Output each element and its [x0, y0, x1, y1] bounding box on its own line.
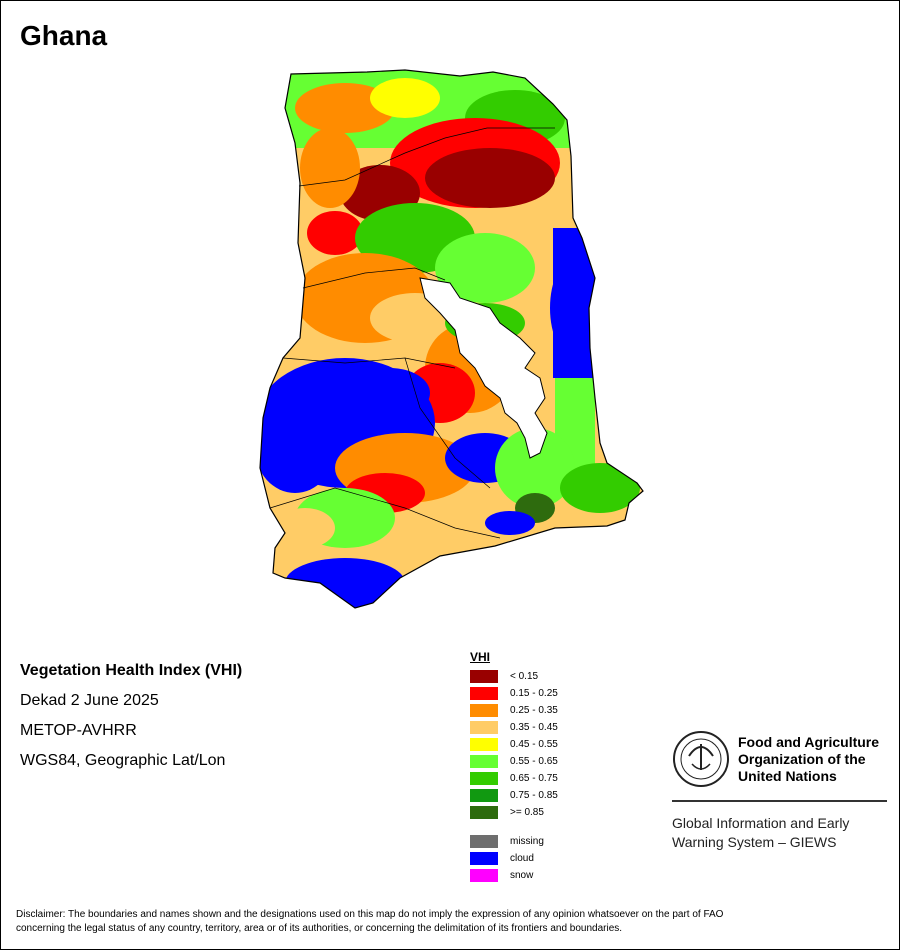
legend-swatch: [470, 755, 498, 768]
region-boundary: [404, 357, 491, 489]
region-boundary: [302, 267, 446, 289]
legend-label: 0.25 - 0.35: [510, 705, 558, 716]
legend-item: < 0.15: [470, 668, 558, 685]
legend-swatch: [470, 789, 498, 802]
disclaimer: Disclaimer: The boundaries and names sho…: [16, 908, 886, 936]
legend-item: 0.35 - 0.45: [470, 719, 558, 736]
divider: [672, 800, 887, 802]
legend-swatch: [470, 721, 498, 734]
legend-item: snow: [470, 867, 558, 884]
legend-label: 0.15 - 0.25: [510, 688, 558, 699]
legend-label: 0.75 - 0.85: [510, 790, 558, 801]
legend-item: cloud: [470, 850, 558, 867]
legend-item: 0.65 - 0.75: [470, 770, 558, 787]
map-title: Ghana: [20, 20, 108, 51]
legend-item: 0.45 - 0.55: [470, 736, 558, 753]
legend-item: 0.25 - 0.35: [470, 702, 558, 719]
legend-swatch: [470, 806, 498, 819]
region-boundary: [282, 357, 456, 369]
legend-title: VHI: [470, 650, 491, 664]
legend-label: 0.65 - 0.75: [510, 773, 558, 784]
legend-swatch: [470, 835, 498, 848]
projection: WGS84, Geographic Lat/Lon: [20, 752, 226, 769]
system-name-line: Warning System – GIEWS: [672, 834, 837, 850]
legend-swatch: [470, 704, 498, 717]
index-name: Vegetation Health Index (VHI): [20, 662, 243, 679]
legend-item: missing: [470, 833, 558, 850]
legend-item: >= 0.85: [470, 804, 558, 821]
organization-name: Food and Agriculture Organization of the…: [738, 734, 888, 785]
legend-swatch: [470, 772, 498, 785]
legend-label: < 0.15: [510, 671, 539, 682]
organization-name-line: Food and Agriculture: [738, 734, 880, 750]
disclaimer-line: concerning the legal status of any count…: [16, 923, 623, 934]
legend-special: missing cloud snow: [470, 833, 558, 884]
region-boundary: [298, 127, 555, 187]
legend-label: cloud: [510, 853, 534, 864]
map-metadata: Vegetation Health Index (VHI) Dekad 2 Ju…: [20, 656, 242, 776]
legend-swatch: [470, 670, 498, 683]
legend-swatch: [470, 869, 498, 882]
legend-label: snow: [510, 870, 534, 881]
system-name: Global Information and Early Warning Sys…: [672, 814, 887, 852]
legend-label: 0.55 - 0.65: [510, 756, 558, 767]
disclaimer-line: Disclaimer: The boundaries and names sho…: [16, 909, 724, 920]
period: Dekad 2 June 2025: [20, 692, 159, 709]
sensor: METOP-AVHRR: [20, 722, 137, 739]
lake-volta: [419, 277, 548, 459]
organization-name-line: Organization of the: [738, 751, 866, 767]
legend-swatch: [470, 687, 498, 700]
legend-label: 0.45 - 0.55: [510, 739, 558, 750]
organization-name-line: United Nations: [738, 768, 837, 784]
system-name-line: Global Information and Early: [672, 815, 850, 831]
legend-label: missing: [510, 836, 544, 847]
legend-swatch: [470, 852, 498, 865]
legend-swatch: [470, 738, 498, 751]
legend-item: 0.55 - 0.65: [470, 753, 558, 770]
vhi-legend: VHI < 0.15 0.15 - 0.25 0.25 - 0.35 0.35 - 0…: [470, 650, 558, 884]
legend-item: 0.15 - 0.25: [470, 685, 558, 702]
vhi-raster: [260, 70, 643, 608]
legend-item: 0.75 - 0.85: [470, 787, 558, 804]
country-outline: [259, 69, 644, 609]
legend-label: >= 0.85: [510, 807, 544, 818]
legend-classes: < 0.15 0.15 - 0.25 0.25 - 0.35 0.35 - 0.45 0…: [470, 668, 558, 821]
vhi-map: [255, 68, 650, 613]
region-boundary: [269, 487, 501, 539]
legend-label: 0.35 - 0.45: [510, 722, 558, 733]
fao-logo-icon: [672, 730, 730, 788]
